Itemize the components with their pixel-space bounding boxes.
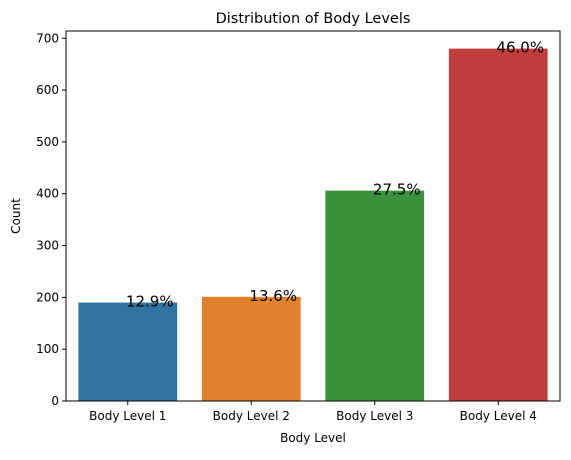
x-tick-label: Body Level 2 xyxy=(213,409,290,423)
y-tick-label: 500 xyxy=(36,135,59,149)
data-label-4: 46.0% xyxy=(496,39,544,57)
x-axis-label: Body Level xyxy=(280,431,346,445)
y-axis-label: Count xyxy=(9,198,23,234)
chart-title: Distribution of Body Levels xyxy=(216,11,411,27)
y-tick-label: 700 xyxy=(36,31,59,45)
y-tick-label: 100 xyxy=(36,342,59,356)
x-tick-label: Body Level 3 xyxy=(336,409,413,423)
y-tick-label: 400 xyxy=(36,187,59,201)
bar-1 xyxy=(78,302,178,401)
y-tick-label: 600 xyxy=(36,83,59,97)
data-label-2: 13.6% xyxy=(249,287,297,305)
y-tick-label: 200 xyxy=(36,290,59,304)
x-tick-label: Body Level 4 xyxy=(460,409,537,423)
bar-2 xyxy=(201,296,301,401)
y-tick-label: 300 xyxy=(36,239,59,253)
plot-frame xyxy=(65,30,561,402)
data-label-3: 27.5% xyxy=(373,181,421,199)
data-label-1: 12.9% xyxy=(126,293,174,311)
bar-3 xyxy=(325,190,425,401)
y-tick-label: 0 xyxy=(51,394,59,408)
x-tick-label: Body Level 1 xyxy=(89,409,166,423)
bar-4 xyxy=(448,48,548,402)
